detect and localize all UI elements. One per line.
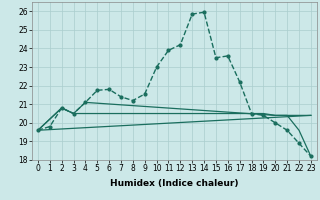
X-axis label: Humidex (Indice chaleur): Humidex (Indice chaleur) bbox=[110, 179, 239, 188]
